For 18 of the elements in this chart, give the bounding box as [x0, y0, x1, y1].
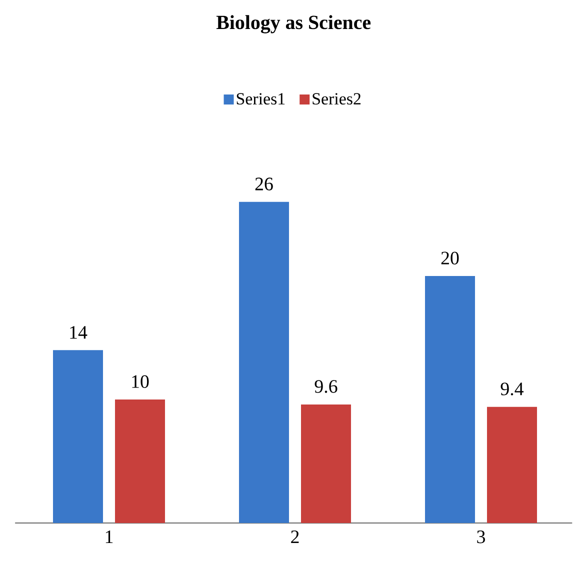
legend-label: Series2 [312, 93, 361, 105]
x-tick-label: 2 [291, 530, 299, 544]
data-label: 10 [132, 375, 149, 388]
chart-title: Biology as Science [216, 15, 371, 34]
data-label: 14 [70, 326, 88, 339]
data-label: 9.4 [500, 382, 524, 396]
bar [53, 350, 103, 523]
data-label: 9.6 [314, 380, 338, 393]
bar [487, 406, 538, 523]
data-label: 20 [441, 252, 459, 264]
x-tick-label: 3 [477, 530, 485, 544]
legend-label: Series1 [236, 93, 285, 105]
bar [301, 404, 352, 523]
bar [115, 399, 165, 523]
bar [425, 276, 476, 523]
data-label: 26 [255, 178, 273, 190]
bar [239, 202, 290, 523]
x-tick-label: 1 [106, 530, 113, 544]
